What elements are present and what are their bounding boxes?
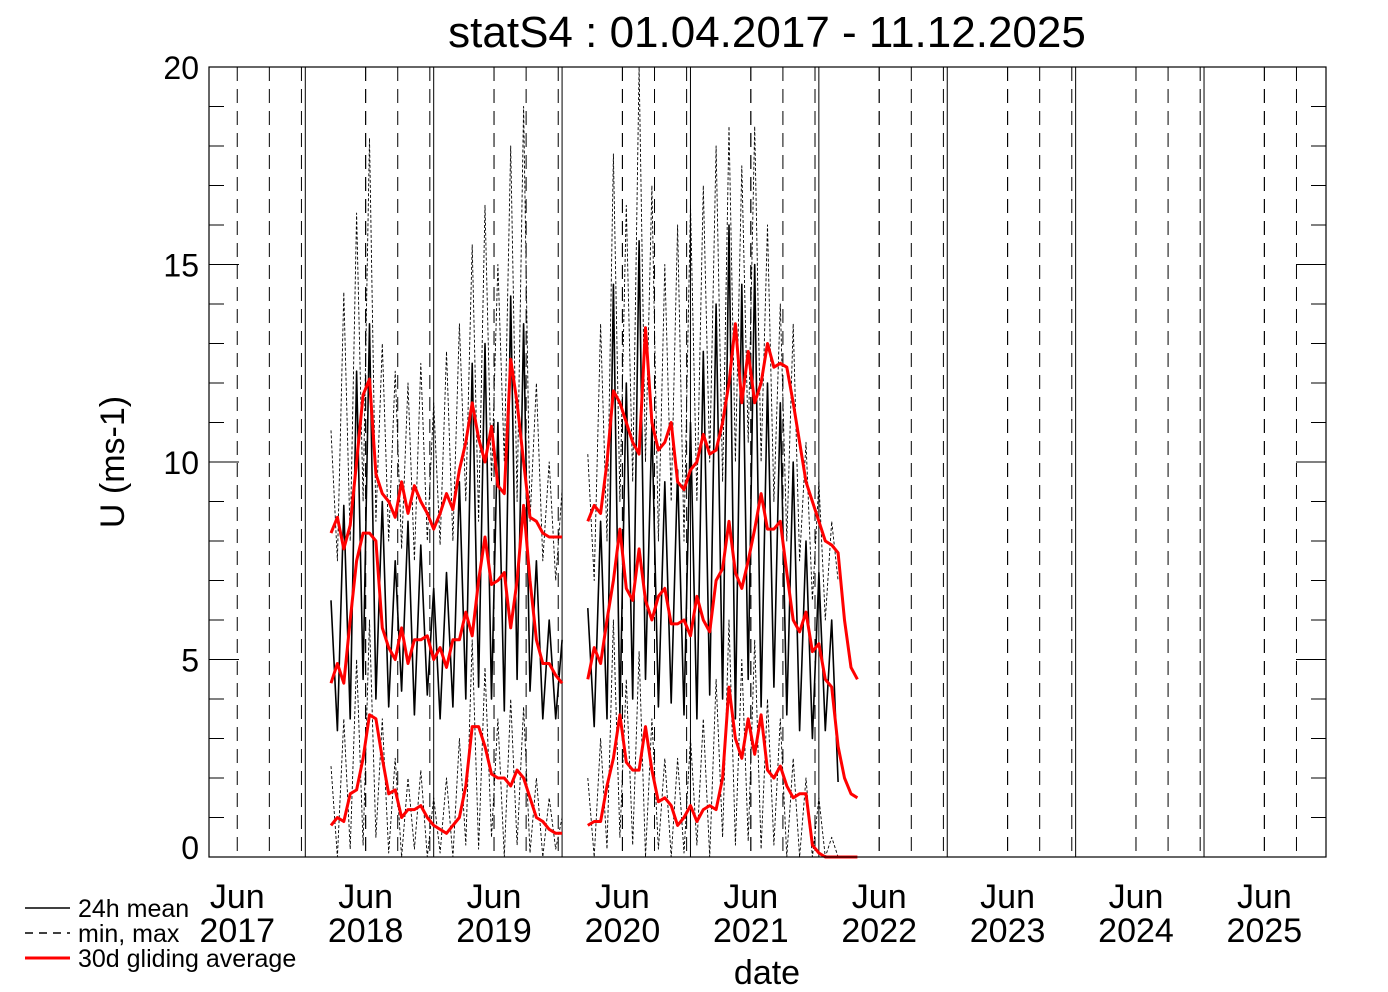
x-tick-label: Jun 2020 — [585, 878, 661, 950]
series-line — [329, 685, 858, 859]
x-tick-label: Jun 2021 — [713, 878, 789, 950]
legend-label: min, max — [78, 920, 180, 948]
x-tick-label: Jun 2022 — [841, 878, 917, 950]
y-tick-label: 10 — [163, 445, 199, 481]
plot-area — [329, 66, 859, 859]
series-line — [330, 66, 839, 621]
y-tick-label: 5 — [181, 643, 199, 679]
legend-label: 30d gliding average — [78, 945, 296, 973]
grid — [209, 66, 1326, 858]
y-tick-label: 20 — [163, 50, 199, 86]
y-tick-label: 15 — [163, 248, 199, 284]
y-tick-label: 0 — [181, 830, 199, 866]
x-tick-label: Jun 2024 — [1098, 878, 1174, 950]
series-line — [329, 322, 859, 681]
series-line — [330, 224, 839, 783]
x-tick-label: Jun 2017 — [199, 878, 275, 950]
x-axis-label: date — [734, 954, 800, 992]
x-tick-label: Jun 2019 — [456, 878, 532, 950]
series-line — [330, 619, 839, 858]
chart-title: statS4 : 01.04.2017 - 11.12.2025 — [448, 8, 1086, 57]
legend-label: 24h mean — [78, 895, 189, 923]
x-tick-label: Jun 2023 — [970, 878, 1046, 950]
y-axis-label: U (ms-1) — [94, 396, 132, 528]
plot-frame — [208, 66, 1327, 858]
x-tick-label: Jun 2018 — [328, 878, 404, 950]
x-tick-label: Jun 2025 — [1227, 878, 1303, 950]
series-line — [329, 492, 859, 800]
